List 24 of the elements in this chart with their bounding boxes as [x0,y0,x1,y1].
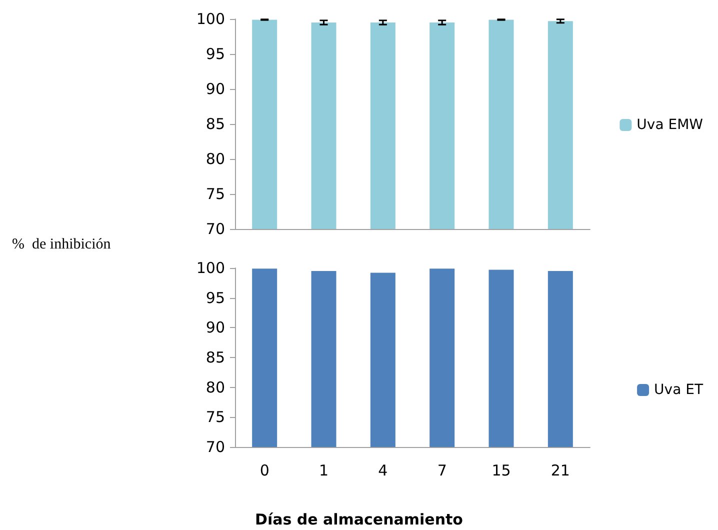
y-tick-label: 85 [206,348,225,366]
legend-label: Uva EMW [636,117,704,133]
legend-label: Uva ET [654,382,704,398]
y-tick-label: 85 [206,115,225,133]
y-tick-label: 100 [196,259,225,277]
y-tick-label: 95 [206,45,225,63]
y-tick-label: 80 [206,150,225,168]
y-tick-label: 95 [206,288,225,307]
y-tick-label: 75 [206,408,225,426]
x-tick-label: 21 [550,462,570,480]
x-tick-label: 15 [492,462,511,480]
y-tick-label: 90 [206,318,225,337]
y-tick-label: 100 [196,10,225,28]
x-tick-label: 0 [260,462,270,480]
x-tick-label: 1 [318,462,329,480]
y-tick-label: 70 [206,438,225,456]
y-tick-label: 75 [206,185,225,203]
y-tick-label: 70 [206,220,225,238]
y-axis-title: % de inhibición [12,236,112,252]
x-axis-title: Días de almacenamiento [255,510,463,528]
y-tick-label: 90 [206,80,225,98]
x-tick-label: 4 [378,462,388,480]
y-tick-label: 80 [206,378,225,396]
x-tick-label: 7 [437,462,447,480]
